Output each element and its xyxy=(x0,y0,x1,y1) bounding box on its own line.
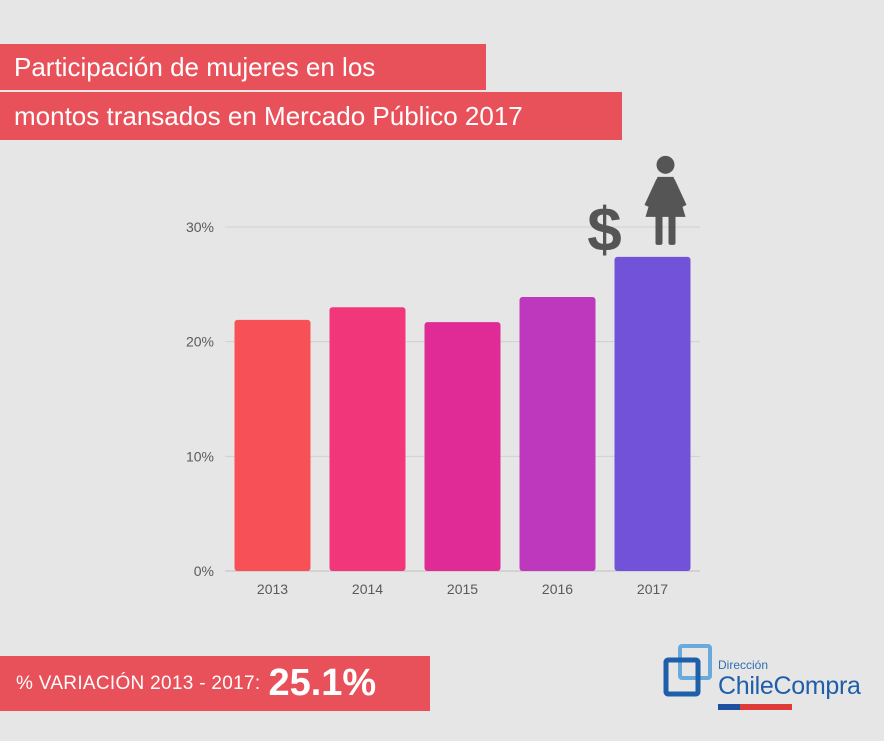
logo-small-text: Dirección xyxy=(718,658,769,672)
x-tick-label: 2013 xyxy=(257,581,288,597)
woman-icon xyxy=(644,155,687,245)
highlight-icon-group: $ xyxy=(587,155,687,265)
title-line-2: montos transados en Mercado Público 2017 xyxy=(0,92,622,140)
logo-big-text: ChileCompra xyxy=(718,672,861,700)
variation-value: 25.1% xyxy=(268,662,377,704)
variation-label: % VARIACIÓN 2013 - 2017: xyxy=(16,672,261,694)
chilecompra-logo: Dirección ChileCompra xyxy=(660,640,861,720)
variation-banner: % VARIACIÓN 2013 - 2017: 25.1% xyxy=(0,656,430,711)
x-tick-label: 2015 xyxy=(447,581,478,597)
y-tick-label: 0% xyxy=(194,563,214,579)
title-line-2-text: montos transados en Mercado Público 2017 xyxy=(14,101,523,131)
title-line-1: Participación de mujeres en los xyxy=(0,44,486,90)
y-tick-label: 30% xyxy=(186,219,214,235)
dollar-icon: $ xyxy=(587,196,621,265)
title-line-1-text: Participación de mujeres en los xyxy=(14,52,376,82)
y-tick-label: 10% xyxy=(186,448,214,464)
bar-2016 xyxy=(519,296,596,571)
bar-2015 xyxy=(424,322,501,571)
bar-2013 xyxy=(234,319,311,571)
x-tick-label: 2017 xyxy=(637,581,668,597)
y-tick-label: 20% xyxy=(186,334,214,350)
bar-2014 xyxy=(329,307,406,571)
bar-2017 xyxy=(614,256,691,571)
logo-mark-icon xyxy=(663,644,712,697)
x-tick-label: 2014 xyxy=(352,581,383,597)
x-tick-label: 2016 xyxy=(542,581,573,597)
logo-flag-stripe xyxy=(718,704,792,710)
